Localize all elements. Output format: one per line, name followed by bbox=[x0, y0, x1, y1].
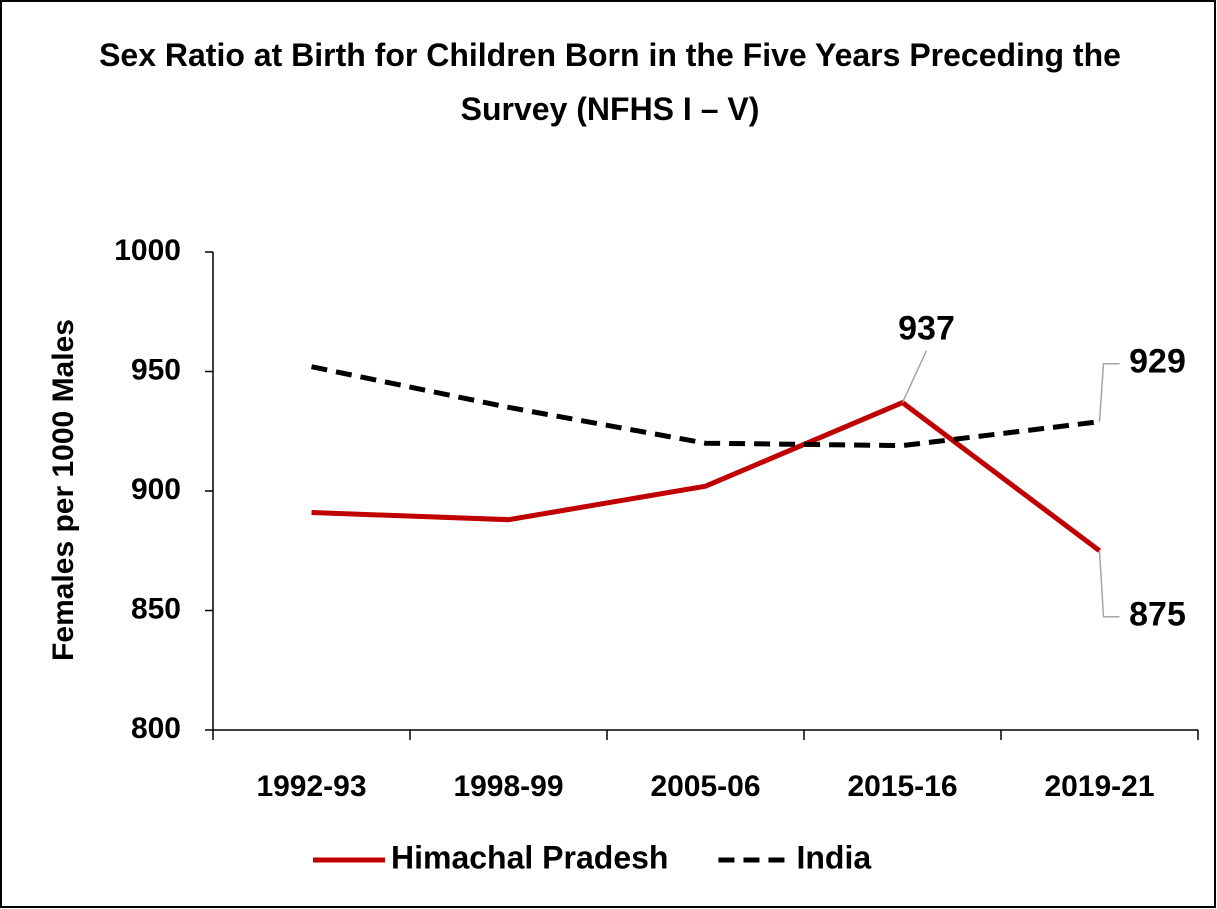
legend-label: India bbox=[796, 839, 871, 875]
x-tick-label: 1992-93 bbox=[256, 770, 366, 803]
y-tick-label: 900 bbox=[131, 473, 181, 506]
data-label: 875 bbox=[1129, 596, 1186, 634]
data-label: 937 bbox=[898, 310, 955, 348]
x-tick-label: 2015-16 bbox=[847, 770, 957, 803]
data-label: 929 bbox=[1129, 343, 1186, 381]
y-tick-label: 800 bbox=[131, 712, 181, 745]
legend-label: Himachal Pradesh bbox=[391, 839, 668, 875]
y-tick-label: 1000 bbox=[114, 234, 181, 267]
line-series bbox=[310, 364, 1100, 449]
y-axis-label: Females per 1000 Males bbox=[47, 319, 80, 661]
x-tick-label: 2005-06 bbox=[650, 770, 760, 803]
x-tick-label: 1998-99 bbox=[453, 770, 563, 803]
x-tick-label: 2019-21 bbox=[1044, 770, 1154, 803]
y-tick-label: 850 bbox=[131, 592, 181, 625]
leader-line bbox=[901, 350, 928, 403]
leader-line bbox=[1098, 362, 1120, 422]
line-series bbox=[311, 399, 1102, 553]
leader-line bbox=[1098, 550, 1120, 618]
chart-title: Sex Ratio at Birth for Children Born in … bbox=[99, 37, 1121, 127]
y-tick-label: 950 bbox=[131, 353, 181, 386]
